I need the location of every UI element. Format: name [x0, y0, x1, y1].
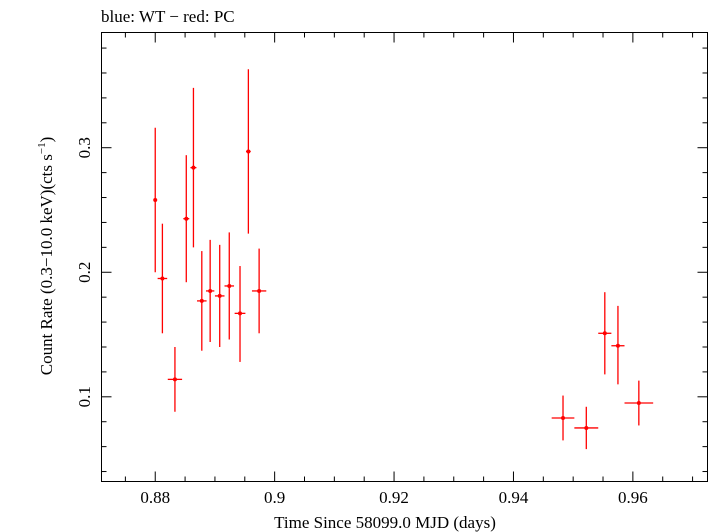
y-tick-label: 0.1 [75, 386, 94, 407]
y-axis: 0.1 0.2 0.3 [75, 47, 708, 473]
point-marker [246, 149, 251, 154]
point-marker [615, 343, 620, 348]
x-tick-label: 0.9 [264, 488, 285, 507]
data-point [624, 380, 654, 426]
data-series [153, 69, 654, 450]
data-point [214, 244, 225, 347]
plot-frame [101, 32, 708, 482]
x-tick-label: 0.96 [618, 488, 648, 507]
data-point [153, 127, 158, 273]
y-tick-label: 0.3 [75, 137, 94, 158]
data-point [251, 248, 267, 334]
point-marker [238, 311, 243, 316]
point-marker [584, 425, 589, 430]
data-point [167, 346, 183, 412]
data-point [224, 232, 235, 340]
data-point [157, 223, 168, 334]
y-axis-label-sup: −1 [36, 142, 48, 154]
x-axis: 0.88 0.9 0.92 0.94 0.96 [124, 32, 694, 507]
data-point [234, 266, 246, 362]
data-point [611, 305, 625, 385]
y-axis-label: Count Rate (0.3−10.0 keV)(cts s−1) [36, 137, 56, 376]
data-point [551, 395, 575, 441]
point-marker [199, 298, 204, 303]
data-point [190, 87, 197, 248]
point-marker [172, 377, 177, 382]
point-marker [217, 293, 222, 298]
x-tick-label: 0.92 [379, 488, 409, 507]
point-marker [602, 331, 607, 336]
x-axis-label: Time Since 58099.0 MJD (days) [274, 513, 496, 532]
point-marker [184, 216, 189, 221]
data-point [197, 251, 207, 351]
point-marker [191, 165, 196, 170]
y-tick-label: 0.2 [75, 262, 94, 283]
point-marker [561, 415, 566, 420]
point-marker [160, 276, 165, 281]
x-tick-label: 0.94 [499, 488, 529, 507]
x-tick-label: 0.88 [140, 488, 170, 507]
data-point [205, 239, 215, 343]
y-axis-label-close: ) [37, 137, 56, 143]
y-axis-label-main: Count Rate (0.3−10.0 keV)(cts s [37, 154, 56, 375]
point-marker [208, 288, 213, 293]
point-marker [257, 288, 262, 293]
data-point [574, 406, 599, 450]
data-point [598, 292, 612, 375]
chart-title: blue: WT − red: PC [101, 7, 235, 26]
data-point [183, 155, 190, 283]
point-marker [636, 401, 641, 406]
point-marker [153, 198, 158, 203]
point-marker [227, 283, 232, 288]
data-point [245, 69, 251, 234]
